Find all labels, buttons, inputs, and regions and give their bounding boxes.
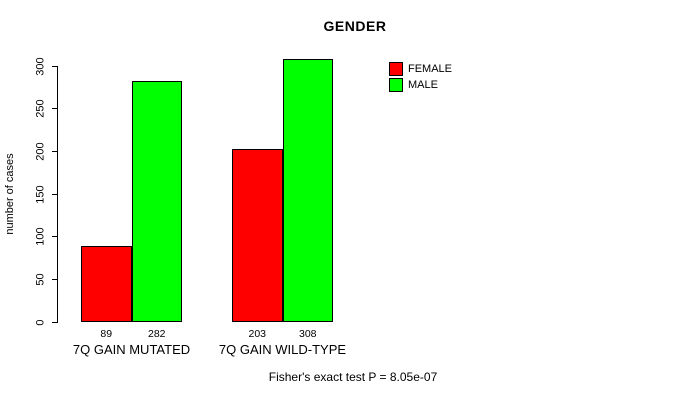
legend: FEMALE MALE bbox=[389, 62, 452, 94]
y-axis-label: number of cases bbox=[4, 153, 16, 235]
bar-value-label: 203 bbox=[248, 328, 267, 340]
y-tick-mark bbox=[52, 278, 58, 280]
y-tick-mark bbox=[52, 108, 58, 110]
y-tick-label: 150 bbox=[34, 184, 47, 204]
legend-item-male: MALE bbox=[389, 78, 452, 92]
bar-female-1 bbox=[232, 148, 283, 322]
bar-male-0 bbox=[131, 81, 182, 322]
y-tick-label: 300 bbox=[34, 56, 47, 76]
bar-value-label: 282 bbox=[147, 328, 166, 340]
y-tick-mark bbox=[52, 321, 58, 323]
bar-male-1 bbox=[282, 59, 333, 322]
y-tick-label: 0 bbox=[34, 318, 47, 326]
bar-value-label: 308 bbox=[298, 328, 317, 340]
bar-female-0 bbox=[81, 246, 132, 322]
y-tick-mark bbox=[52, 150, 58, 152]
y-tick-mark bbox=[52, 65, 58, 67]
legend-swatch-male bbox=[389, 78, 403, 92]
legend-item-female: FEMALE bbox=[389, 62, 452, 76]
legend-swatch-female bbox=[389, 62, 403, 76]
y-tick-label: 250 bbox=[34, 99, 47, 118]
y-tick-label: 50 bbox=[34, 273, 47, 286]
y-tick-label: 200 bbox=[34, 142, 47, 161]
y-tick-label: 100 bbox=[34, 227, 47, 246]
legend-label: FEMALE bbox=[408, 63, 453, 75]
category-label: 7Q GAIN MUTATED bbox=[72, 342, 191, 357]
legend-label: MALE bbox=[408, 79, 438, 91]
y-tick-mark bbox=[52, 193, 58, 195]
stat-caption: Fisher's exact test P = 8.05e-07 bbox=[268, 370, 438, 384]
y-tick-mark bbox=[52, 236, 58, 238]
bar-value-label: 89 bbox=[100, 328, 113, 340]
chart-title: GENDER bbox=[323, 18, 387, 34]
category-label: 7Q GAIN WILD-TYPE bbox=[218, 342, 347, 357]
